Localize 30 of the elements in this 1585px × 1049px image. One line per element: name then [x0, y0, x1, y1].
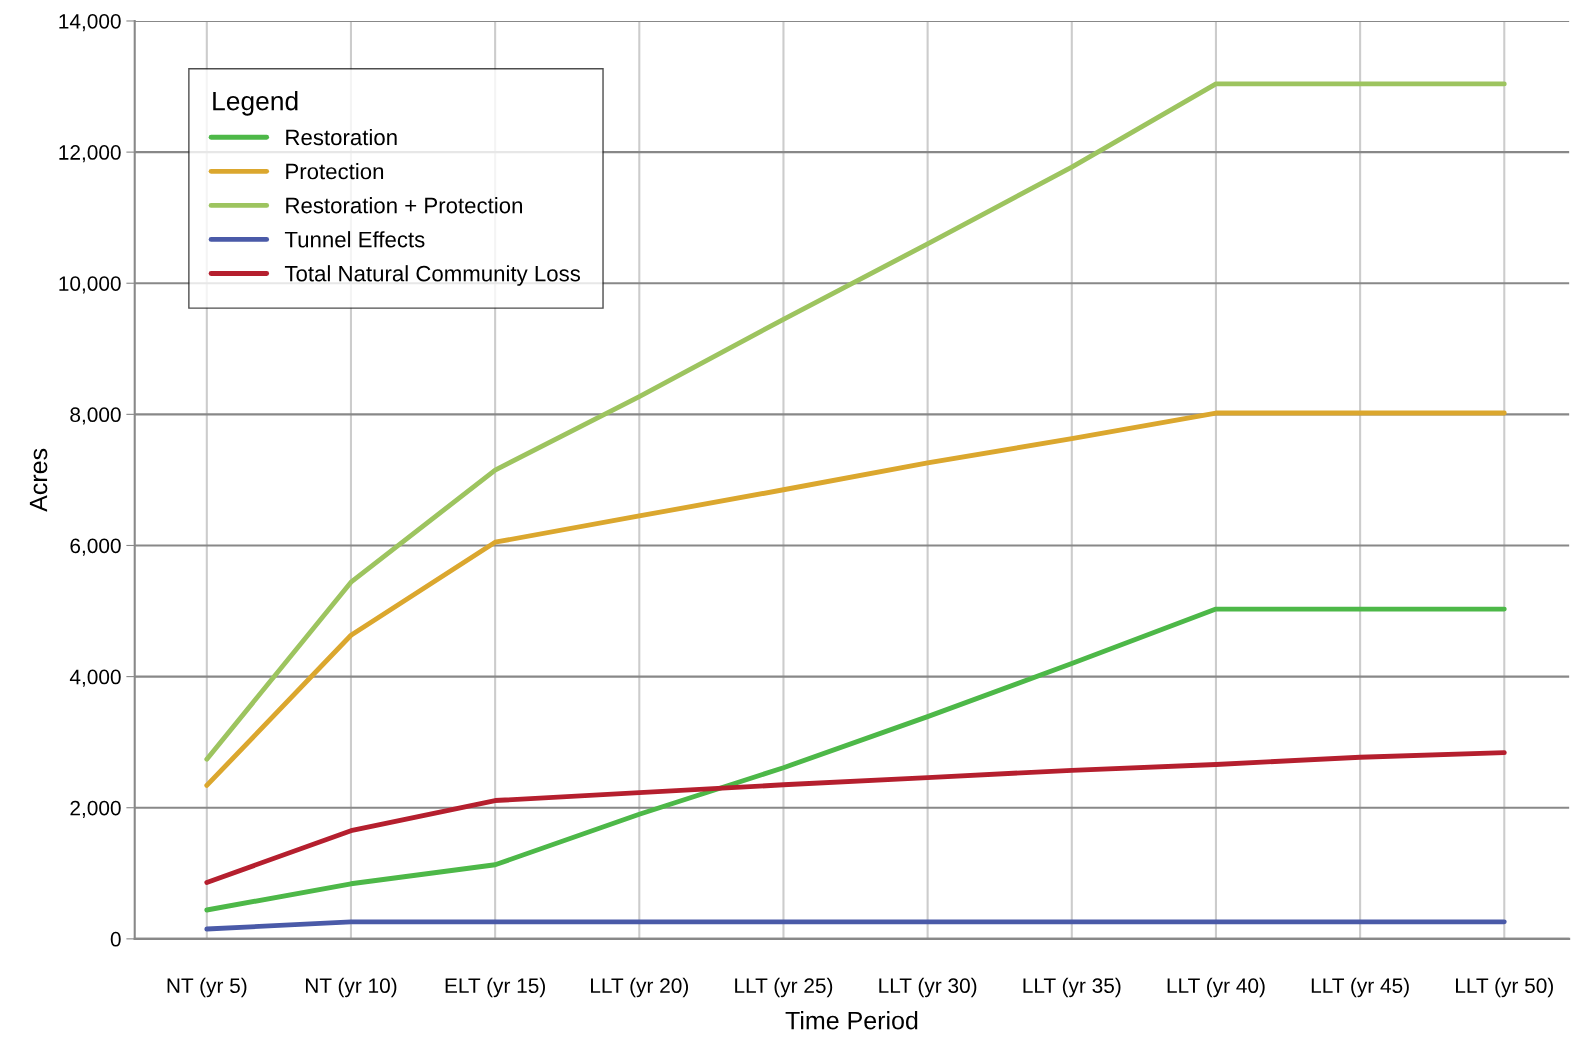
y-tick-label: 10,000 — [59, 276, 121, 294]
x-tick-label: LLT (yr 25) — [735, 977, 833, 998]
x-tick-label: LLT (yr 35) — [1023, 977, 1121, 998]
line-series — [204, 410, 1507, 788]
y-tick-label: 2,000 — [70, 800, 121, 818]
y-axis-title: Acres — [29, 448, 48, 512]
x-tick-label: NT (yr 10) — [305, 977, 397, 998]
legend-label: Restoration — [286, 128, 397, 146]
legend-label: Protection — [286, 163, 384, 180]
x-tick-label: LLT (yr 20) — [591, 977, 688, 998]
legend-label: Tunnel Effects — [284, 231, 425, 248]
x-tick-label: LLT (yr 45) — [1311, 977, 1409, 998]
y-tick-label: 8,000 — [70, 407, 121, 425]
line-series — [204, 606, 1507, 913]
x-tick-label: LLT (yr 50) — [1456, 977, 1553, 998]
y-tick-label: 12,000 — [59, 145, 121, 163]
x-tick-label: LLT (yr 30) — [879, 977, 977, 998]
x-tick-label: NT (yr 5) — [167, 977, 247, 998]
y-tick-label: 14,000 — [59, 13, 121, 32]
line-series — [204, 81, 1507, 762]
y-tick-label: 4,000 — [69, 669, 121, 687]
legend-label: Restoration + Protection — [286, 197, 522, 214]
x-axis-title: Time Period — [785, 1011, 918, 1030]
y-tick-label: 6,000 — [70, 538, 121, 556]
x-tick-label: ELT (yr 15) — [445, 977, 545, 998]
y-tick-label: 0 — [110, 931, 121, 947]
legend-title: Legend — [213, 91, 298, 116]
line-series — [204, 750, 1507, 885]
legend-label: Total Natural Community Loss — [284, 265, 581, 286]
x-tick-label: LLT (yr 40) — [1167, 977, 1265, 998]
